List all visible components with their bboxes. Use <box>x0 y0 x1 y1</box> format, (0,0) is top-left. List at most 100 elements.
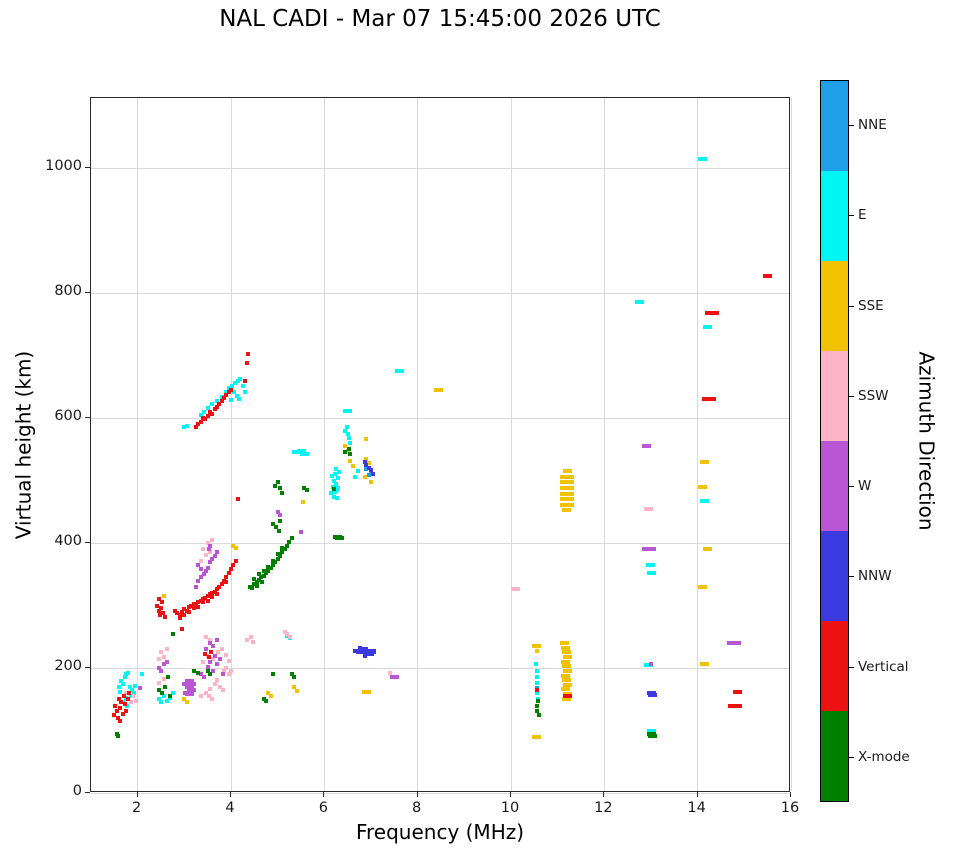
data-point <box>763 273 773 278</box>
data-point <box>219 399 224 404</box>
data-point <box>208 592 212 597</box>
data-point <box>534 687 539 692</box>
x-tick-label: 8 <box>412 800 422 816</box>
data-point <box>198 412 203 417</box>
data-point <box>234 393 239 398</box>
data-point <box>343 444 348 449</box>
data-point <box>364 437 369 442</box>
data-point <box>117 697 121 702</box>
x-tickmark <box>416 792 418 797</box>
data-point <box>245 637 250 642</box>
data-point <box>645 562 655 567</box>
data-point <box>276 528 281 533</box>
colorbar-tick-label: SSW <box>858 387 889 404</box>
data-point <box>117 706 122 710</box>
data-point <box>434 387 444 392</box>
data-point <box>231 562 236 567</box>
data-point <box>161 654 166 659</box>
data-point <box>199 567 204 572</box>
data-point <box>182 697 187 702</box>
data-point <box>560 480 574 485</box>
data-point <box>185 692 195 697</box>
y-gridline <box>91 667 789 669</box>
data-point <box>285 543 289 548</box>
data-point <box>266 564 271 569</box>
data-point <box>251 639 256 644</box>
data-point <box>198 694 203 699</box>
data-point <box>205 594 210 599</box>
data-point <box>295 688 300 693</box>
data-point <box>177 616 182 620</box>
data-point <box>331 478 336 483</box>
data-point <box>224 666 229 670</box>
y-tick-label: 200 <box>54 658 82 674</box>
data-point <box>118 719 123 724</box>
data-point <box>369 479 373 484</box>
data-point <box>537 712 541 717</box>
data-point <box>208 549 213 554</box>
data-point <box>562 507 572 512</box>
data-point <box>248 634 253 639</box>
data-point <box>280 491 285 495</box>
data-point <box>213 653 218 658</box>
data-point <box>168 694 173 699</box>
data-point <box>156 609 161 614</box>
data-point <box>180 609 184 614</box>
data-point <box>205 541 210 545</box>
data-point <box>208 687 213 692</box>
x-tick-label: 6 <box>318 800 328 816</box>
data-point <box>173 608 177 613</box>
data-point <box>296 449 306 454</box>
data-point <box>363 474 368 479</box>
data-point <box>247 584 252 589</box>
data-point <box>114 708 119 713</box>
data-point <box>220 687 225 692</box>
data-point <box>300 451 310 456</box>
data-point <box>217 584 222 589</box>
data-point <box>187 605 191 610</box>
data-point <box>157 681 162 685</box>
data-point <box>215 592 219 597</box>
data-point <box>348 452 353 457</box>
data-point <box>140 672 145 677</box>
data-point <box>122 674 127 679</box>
data-point <box>732 689 742 694</box>
data-point <box>227 659 232 664</box>
data-point <box>211 656 216 661</box>
data-point <box>196 578 201 583</box>
data-point <box>123 702 128 707</box>
data-point <box>233 558 238 563</box>
data-point <box>159 700 163 705</box>
data-point <box>182 681 192 686</box>
data-point <box>131 693 135 698</box>
data-point <box>562 682 572 687</box>
data-point <box>252 577 257 582</box>
data-point <box>164 698 169 703</box>
data-point <box>348 459 353 464</box>
data-point <box>187 682 197 687</box>
data-point <box>562 694 572 699</box>
data-point <box>562 668 572 673</box>
data-point <box>201 547 205 552</box>
colorbar-tick-label: NNE <box>858 117 887 134</box>
data-point <box>193 584 198 589</box>
data-point <box>351 463 356 468</box>
colorbar-tickmark <box>849 486 854 488</box>
data-point <box>208 672 213 677</box>
data-point <box>560 659 570 664</box>
data-point <box>336 476 341 480</box>
data-point <box>229 397 233 402</box>
data-point <box>208 637 213 642</box>
data-point <box>219 581 224 586</box>
colorbar-tickmark <box>849 125 854 127</box>
data-point <box>641 547 656 552</box>
data-point <box>196 422 201 427</box>
data-point <box>700 498 710 503</box>
data-point <box>226 571 231 575</box>
data-point <box>728 703 742 708</box>
data-point <box>205 566 210 570</box>
x-tickmark <box>136 792 138 797</box>
colorbar-band-ssw <box>821 351 848 441</box>
data-point <box>198 598 203 603</box>
colorbar-tickmark <box>849 305 854 307</box>
